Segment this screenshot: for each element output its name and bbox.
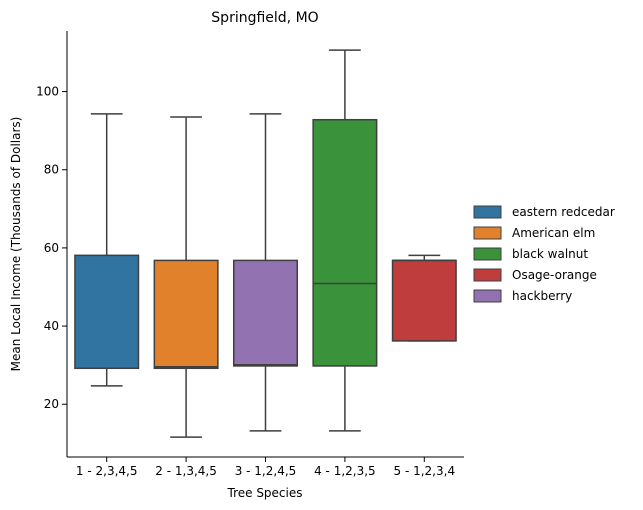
legend-item: American elm	[473, 226, 595, 240]
legend-swatch	[473, 226, 502, 240]
x-tick-label: 4 - 1,2,3,5	[314, 464, 376, 478]
legend-label: American elm	[512, 226, 595, 240]
box-5	[391, 254, 457, 342]
legend-item: eastern redcedar	[473, 205, 615, 219]
y-tick-label: 100	[36, 85, 59, 99]
y-axis-ticks: 20 40 60 80 100	[36, 85, 67, 411]
legend-swatch	[473, 268, 502, 282]
legend-label: Osage-orange	[512, 268, 597, 282]
plot-area	[74, 49, 457, 438]
legend-item: Osage-orange	[473, 268, 597, 282]
y-tick-label: 60	[44, 241, 59, 255]
y-tick-label: 40	[44, 319, 59, 333]
x-tick-label: 3 - 1,2,4,5	[235, 464, 297, 478]
legend-swatch	[473, 289, 502, 303]
y-tick-label: 80	[44, 163, 59, 177]
y-tick-label: 20	[44, 397, 59, 411]
legend-item: black walnut	[473, 247, 588, 261]
box-iqr	[153, 259, 219, 370]
chart-title: Springfield, MO	[211, 10, 318, 26]
legend: eastern redcedar American elm black walnut…	[473, 205, 615, 303]
x-axis-ticks: 1 - 2,3,4,5 2 - 1,3,4,5 3 - 1,2,4,5 4 - 1,2…	[76, 457, 455, 478]
box-iqr	[232, 259, 299, 367]
box-2	[153, 116, 219, 438]
legend-swatch	[473, 205, 502, 219]
legend-item: hackberry	[473, 289, 572, 303]
x-tick-label: 2 - 1,3,4,5	[155, 464, 217, 478]
legend-label: hackberry	[512, 289, 572, 303]
legend-label: black walnut	[512, 247, 588, 261]
x-tick-label: 5 - 1,2,3,4	[394, 464, 456, 478]
box-iqr	[312, 118, 378, 367]
legend-swatch	[473, 247, 502, 261]
box-iqr	[74, 254, 140, 370]
box-3	[232, 113, 299, 432]
x-tick-label: 1 - 2,3,4,5	[76, 464, 138, 478]
y-axis-label: Mean Local Income (Thousands of Dollars)	[9, 117, 23, 372]
box-1	[74, 113, 140, 387]
box-4	[312, 49, 378, 432]
legend-label: eastern redcedar	[512, 205, 615, 219]
box-iqr	[391, 259, 457, 342]
x-axis-label: Tree Species	[227, 486, 303, 500]
